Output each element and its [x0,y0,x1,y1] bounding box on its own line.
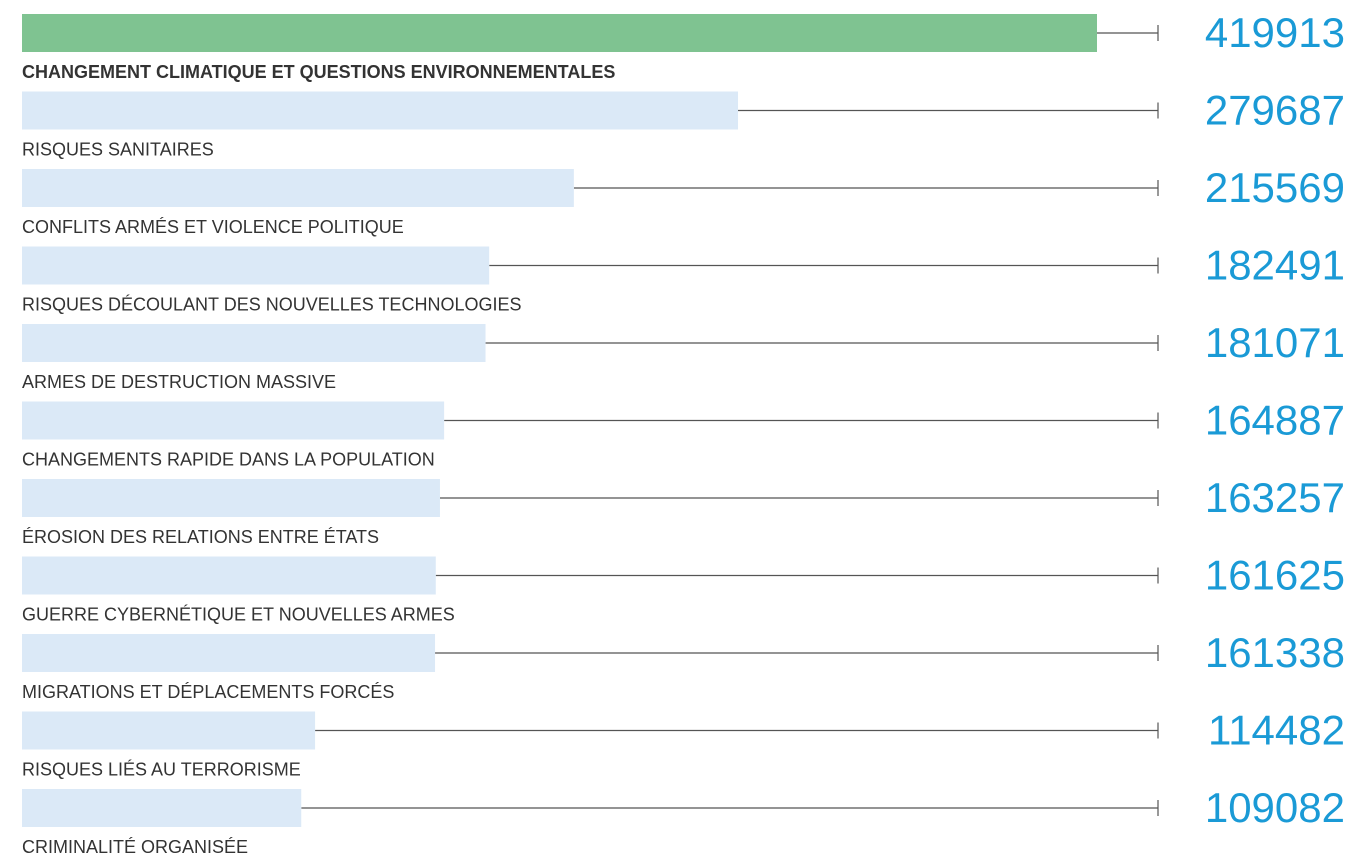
value-label: 161625 [1205,552,1345,599]
category-label: CONFLITS ARMÉS ET VIOLENCE POLITIQUE [22,217,404,237]
value-label: 419913 [1205,9,1345,56]
category-label: ARMES DE DESTRUCTION MASSIVE [22,372,336,392]
bar [22,91,739,130]
category-label: CHANGEMENT CLIMATIQUE ET QUESTIONS ENVIR… [22,62,615,82]
value-label: 109082 [1205,784,1345,831]
value-label: 163257 [1205,474,1345,521]
bar [22,246,490,285]
category-label: RISQUES SANITAIRES [22,139,214,159]
bar [22,789,302,827]
value-label: 181071 [1205,319,1345,366]
bar [22,324,486,362]
category-label: CRIMINALITÉ ORGANISÉE [22,837,248,856]
bar [22,556,436,595]
category-label: RISQUES LIÉS AU TERRORISME [22,759,301,779]
value-label: 161338 [1205,629,1345,676]
value-label: 164887 [1205,397,1345,444]
bar [22,634,436,672]
bar [22,14,1097,52]
value-label: 279687 [1205,87,1345,134]
bar [22,479,440,517]
category-label: ÉROSION DES RELATIONS ENTRE ÉTATS [22,527,379,547]
category-label: RISQUES DÉCOULANT DES NOUVELLES TECHNOLO… [22,294,521,314]
value-label: 182491 [1205,242,1345,289]
category-label: GUERRE CYBERNÉTIQUE ET NOUVELLES ARMES [22,604,455,624]
value-label: 114482 [1208,707,1345,754]
value-label: 215569 [1205,164,1345,211]
bar [22,169,574,207]
category-label: MIGRATIONS ET DÉPLACEMENTS FORCÉS [22,682,394,702]
category-label: CHANGEMENTS RAPIDE DANS LA POPULATION [22,449,435,469]
bar [22,401,445,440]
bar [22,711,316,750]
